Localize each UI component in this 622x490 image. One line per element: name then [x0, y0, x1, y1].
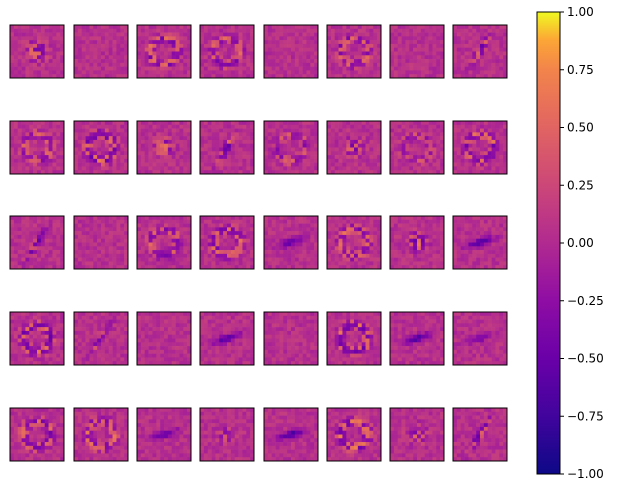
panel-frame: [73, 24, 129, 79]
colorbar-tick-label: −0.25: [567, 294, 604, 308]
colorbar-tick-label: −0.50: [567, 352, 604, 366]
weight-panel-r4-c7: [452, 407, 508, 462]
weight-panel-r1-c3: [199, 120, 255, 175]
weight-panel-r2-c7: [452, 215, 508, 270]
weight-panel-r4-c1: [73, 407, 129, 462]
panel-frame: [263, 311, 319, 366]
weight-panel-r1-c0: [9, 120, 65, 175]
weight-panel-r4-c0: [9, 407, 65, 462]
panel-frame: [452, 24, 508, 79]
weight-panel-r1-c2: [136, 120, 192, 175]
panel-frame: [263, 215, 319, 270]
weight-panel-r3-c7: [452, 311, 508, 366]
panel-frame: [389, 407, 445, 462]
panel-frame: [136, 120, 192, 175]
panel-frame: [263, 120, 319, 175]
weight-panel-r0-c1: [73, 24, 129, 79]
weight-panel-r0-c6: [389, 24, 445, 79]
weight-panel-r2-c3: [199, 215, 255, 270]
weight-panel-r2-c4: [263, 215, 319, 270]
panel-frame: [73, 120, 129, 175]
panel-frame: [9, 407, 65, 462]
panel-frame: [326, 407, 382, 462]
colorbar-tick-label: −1.00: [567, 467, 604, 481]
colorbar-tick-label: 1.00: [567, 5, 594, 19]
colorbar-tick-label: 0.75: [567, 63, 594, 77]
weight-panel-r3-c3: [199, 311, 255, 366]
panel-frame: [199, 215, 255, 270]
weight-panel-r0-c4: [263, 24, 319, 79]
weight-panel-r4-c4: [263, 407, 319, 462]
panel-frame: [389, 24, 445, 79]
weight-panel-r1-c6: [389, 120, 445, 175]
panel-frame: [199, 24, 255, 79]
weight-panel-r2-c1: [73, 215, 129, 270]
panel-frame: [9, 311, 65, 366]
panel-frame: [136, 24, 192, 79]
panel-frame: [263, 24, 319, 79]
weight-panel-r4-c3: [199, 407, 255, 462]
panel-frame: [452, 311, 508, 366]
weight-panel-r4-c5: [326, 407, 382, 462]
panel-frame: [452, 215, 508, 270]
panel-frame: [199, 407, 255, 462]
weight-panel-r1-c4: [263, 120, 319, 175]
panel-frame: [9, 24, 65, 79]
weight-panel-r3-c0: [9, 311, 65, 366]
colorbar-ticks: 1.00 0.75 0.50 0.25 0.00 −0.25 −0.50 −0.75 −1.00: [560, 5, 604, 481]
colorbar-gradient: [536, 11, 561, 475]
panel-frame: [452, 407, 508, 462]
panel-frame: [389, 311, 445, 366]
panel-frame: [9, 215, 65, 270]
panel-frame: [73, 215, 129, 270]
panel-frame: [389, 120, 445, 175]
panel-frame: [73, 407, 129, 462]
panel-frame: [136, 215, 192, 270]
panel-frame: [263, 407, 319, 462]
panel-grid: [9, 24, 508, 462]
weight-panel-r2-c5: [326, 215, 382, 270]
weight-panel-r2-c0: [9, 215, 65, 270]
panel-frame: [326, 24, 382, 79]
panel-frame: [326, 120, 382, 175]
colorbar-tick-label: 0.00: [567, 236, 594, 250]
panel-frame: [452, 120, 508, 175]
weight-panel-r3-c1: [73, 311, 129, 366]
weight-panel-r3-c4: [263, 311, 319, 366]
panel-frame: [9, 120, 65, 175]
panel-frame: [199, 120, 255, 175]
weight-panel-r3-c2: [136, 311, 192, 366]
panel-frame: [326, 311, 382, 366]
colorbar-tick-label: 0.50: [567, 121, 594, 135]
weight-panel-r0-c3: [199, 24, 255, 79]
weight-panel-r3-c6: [389, 311, 445, 366]
weight-panel-r3-c5: [326, 311, 382, 366]
panel-frame: [389, 215, 445, 270]
weight-panel-r4-c2: [136, 407, 192, 462]
weight-panel-r1-c7: [452, 120, 508, 175]
weight-panel-r1-c1: [73, 120, 129, 175]
weight-panel-r0-c5: [326, 24, 382, 79]
weight-panel-r4-c6: [389, 407, 445, 462]
weight-panel-r0-c2: [136, 24, 192, 79]
panel-frame: [326, 215, 382, 270]
weight-panel-r2-c2: [136, 215, 192, 270]
colorbar: 1.00 0.75 0.50 0.25 0.00 −0.25 −0.50 −0.75 −1.00: [536, 5, 604, 481]
panel-frame: [199, 311, 255, 366]
weight-panel-r0-c7: [452, 24, 508, 79]
colorbar-tick-label: 0.25: [567, 178, 594, 192]
panel-frame: [73, 311, 129, 366]
colorbar-tick-label: −0.75: [567, 409, 604, 423]
panel-frame: [136, 407, 192, 462]
weight-panel-r1-c5: [326, 120, 382, 175]
weight-panel-r0-c0: [9, 24, 65, 79]
weight-panel-r2-c6: [389, 215, 445, 270]
panel-frame: [136, 311, 192, 366]
